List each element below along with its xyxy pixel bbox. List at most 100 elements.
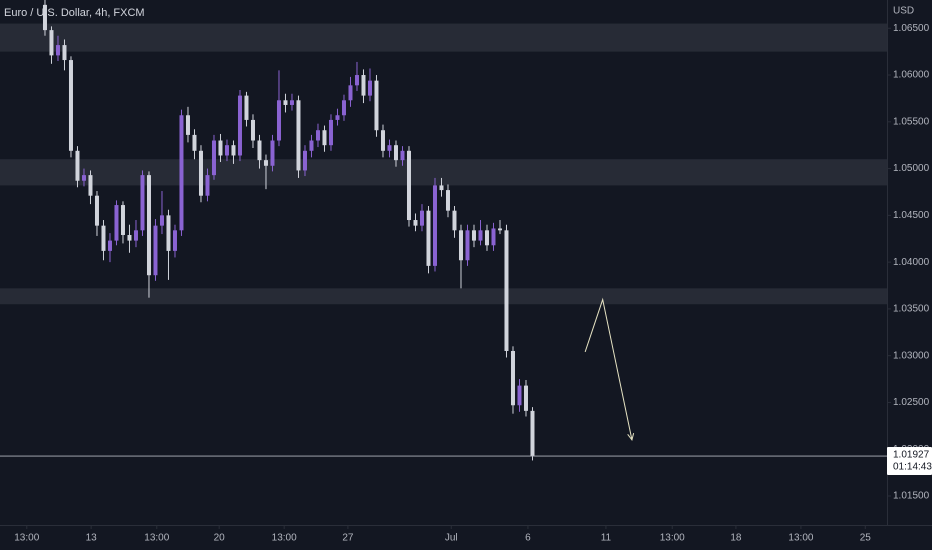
candle-body (120, 205, 125, 235)
currency-label: USD (893, 6, 914, 17)
x-tick-label: Jul (445, 533, 458, 544)
candle-body (458, 230, 463, 261)
y-tick-label: 1.04500 (893, 210, 930, 221)
x-tick-label: 18 (730, 533, 742, 544)
countdown-label: 01:14:43 (893, 462, 932, 473)
candle-body (231, 145, 236, 156)
candle-body (517, 385, 522, 406)
candle-body (127, 234, 132, 241)
candle-body (166, 215, 171, 251)
candle-body (491, 228, 496, 246)
y-tick-label: 1.05000 (893, 163, 930, 174)
candle-body (348, 85, 353, 101)
candle-body (380, 130, 385, 151)
candle-body (406, 150, 411, 221)
candle-body (133, 230, 138, 241)
candle-body (296, 100, 301, 171)
candle-body (439, 185, 444, 191)
candle-body (237, 95, 242, 156)
candle-body (62, 45, 67, 61)
last-price-box (887, 447, 932, 476)
candle-body (335, 115, 340, 120)
candle-body (530, 410, 535, 457)
candle-body (361, 75, 366, 96)
candle-body (263, 160, 268, 166)
candle-body (510, 350, 515, 406)
chart-title: Euro / U.S. Dollar, 4h, FXCM (4, 7, 145, 19)
x-tick-label: 11 (601, 533, 612, 544)
candle-body (198, 150, 203, 196)
zone (0, 159, 887, 186)
candle-body (211, 140, 216, 176)
arrow-head (627, 432, 635, 441)
candle-body (49, 30, 54, 56)
candle-body (68, 60, 73, 151)
candle-body (218, 140, 223, 156)
candle-body (289, 100, 294, 105)
x-tick-label: 13:00 (14, 533, 39, 544)
candle-body (367, 80, 372, 96)
candle-body (55, 45, 60, 56)
candle-body (114, 205, 119, 241)
zone (0, 23, 887, 52)
candle-body (75, 150, 80, 181)
x-tick-label: 13:00 (660, 533, 685, 544)
candle-body (153, 225, 158, 276)
x-tick-label: 25 (860, 533, 872, 544)
candle-body (172, 230, 177, 251)
x-tick-label: 13:00 (144, 533, 169, 544)
candle-body (88, 175, 93, 196)
candle-body (283, 100, 288, 105)
candle-body (354, 75, 359, 86)
candle-body (224, 145, 229, 156)
candle-body (185, 115, 190, 135)
x-tick-label: 27 (342, 533, 354, 544)
candle-body (302, 150, 307, 171)
candle-body (250, 119, 255, 141)
candle-body (419, 210, 424, 226)
candle-body (81, 175, 86, 181)
candle-body (159, 215, 164, 226)
candle-body (257, 140, 262, 161)
x-tick-label: 6 (525, 533, 531, 544)
candle-body (484, 230, 489, 246)
candle-body (393, 145, 398, 161)
arrow-line (584, 297, 633, 440)
x-tick-label: 13 (86, 533, 98, 544)
x-tick-label: 13:00 (272, 533, 297, 544)
y-tick-label: 1.06500 (893, 23, 930, 34)
y-tick-label: 1.02500 (893, 397, 930, 408)
candle-body (504, 230, 509, 351)
candle-body (374, 80, 379, 131)
candle-body (426, 210, 431, 266)
candle-body (42, 4, 47, 31)
candle-body (276, 100, 281, 141)
candle-body (146, 175, 151, 276)
candle-body (497, 228, 502, 231)
zone (0, 288, 887, 305)
candle-body (94, 195, 99, 226)
candle-body (107, 240, 112, 251)
candle-body (270, 140, 275, 166)
y-tick-label: 1.06000 (893, 70, 930, 81)
candle-body (400, 150, 405, 161)
candle-body (179, 115, 184, 231)
candles (42, 0, 535, 461)
y-tick-label: 1.03500 (893, 304, 930, 315)
candle-body (192, 134, 197, 151)
candle-body (452, 210, 457, 231)
y-tick-label: 1.05500 (893, 116, 930, 127)
candle-body (432, 185, 437, 266)
candle-body (101, 225, 106, 251)
candle-body (523, 385, 528, 411)
candle-body (244, 95, 249, 120)
candle-body (328, 119, 333, 146)
candle-body (465, 230, 470, 261)
last-price-label: 1.01927 (893, 450, 930, 461)
x-tick-label: 20 (214, 533, 226, 544)
candle-body (140, 175, 145, 231)
candle-body (341, 100, 346, 116)
y-tick-label: 1.03000 (893, 350, 930, 361)
